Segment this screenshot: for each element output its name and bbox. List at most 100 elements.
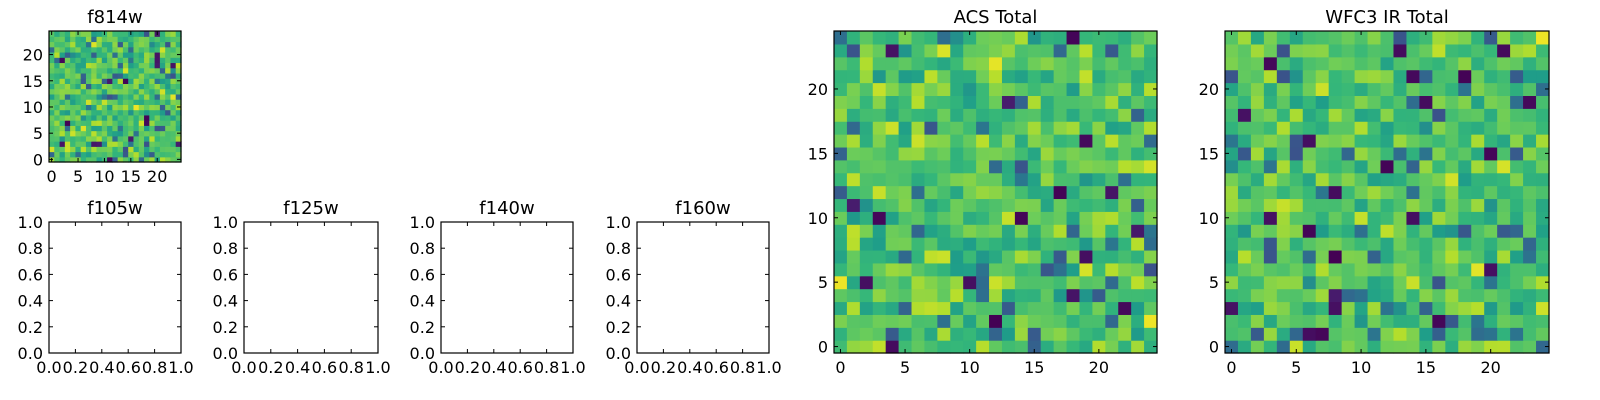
heatmap-cell <box>1263 237 1278 251</box>
heatmap-cell <box>1497 159 1511 174</box>
heatmap-cell <box>1315 185 1330 200</box>
heatmap-cell <box>1237 121 1252 135</box>
heatmap-cell <box>1250 108 1265 122</box>
heatmap-cell <box>1105 95 1119 109</box>
heatmap-cell <box>101 36 108 43</box>
heatmap-cell <box>80 156 87 163</box>
heatmap-cell <box>159 135 166 142</box>
heatmap-cell <box>165 120 172 126</box>
heatmap-cell <box>1027 288 1042 303</box>
heatmap-cell <box>1237 69 1252 84</box>
heatmap-cell <box>1053 185 1068 200</box>
x-tick-label: 10 <box>94 167 114 186</box>
heatmap-cell <box>1302 95 1317 109</box>
heatmap-cell <box>898 69 913 84</box>
heatmap-cell <box>1131 31 1145 45</box>
heatmap-cell <box>1118 108 1132 122</box>
y-tick-label: 0.4 <box>410 292 435 311</box>
heatmap-cell <box>54 135 61 142</box>
heatmap-cell <box>846 31 861 45</box>
heatmap-cell <box>175 41 182 48</box>
heatmap-cell <box>117 36 124 43</box>
heatmap-cell <box>846 340 861 354</box>
heatmap-cell <box>70 36 76 43</box>
heatmap-cell <box>1497 262 1511 277</box>
heatmap-cell <box>1510 211 1524 225</box>
heatmap-cell <box>1105 224 1119 238</box>
heatmap-cell <box>1066 288 1081 303</box>
heatmap-cell <box>885 134 900 148</box>
heatmap-cell <box>54 67 61 74</box>
heatmap-cell <box>1079 340 1093 354</box>
heatmap-cell <box>75 146 82 153</box>
heatmap-cell <box>834 327 848 341</box>
heatmap-cell <box>1471 249 1485 264</box>
heatmap-cell <box>175 46 182 53</box>
heatmap-cell <box>175 135 182 142</box>
heatmap-cell <box>1393 211 1408 225</box>
heatmap-cell <box>1027 275 1042 290</box>
heatmap-cell <box>1497 172 1511 187</box>
heatmap-cell <box>1354 146 1369 161</box>
heatmap-cell <box>1419 185 1433 200</box>
heatmap-cell <box>859 340 874 354</box>
heatmap-cell <box>937 159 951 174</box>
heatmap-cell <box>1406 108 1420 122</box>
heatmap-cell <box>885 314 900 328</box>
heatmap-cell <box>898 82 913 96</box>
heatmap-cell <box>1027 211 1042 225</box>
heatmap-cell <box>846 108 861 122</box>
heatmap-cell <box>1225 275 1239 290</box>
heatmap-cell <box>165 151 172 158</box>
heatmap-cell <box>885 211 900 225</box>
heatmap-cell <box>1131 275 1145 290</box>
heatmap-cell <box>1250 172 1265 187</box>
heatmap-cell <box>1419 275 1433 290</box>
heatmap-cell <box>1250 211 1265 225</box>
heatmap-cell <box>70 109 76 116</box>
heatmap-cell <box>1092 134 1106 148</box>
heatmap-cell <box>1380 275 1395 290</box>
heatmap-cell <box>1014 159 1029 174</box>
heatmap-cell <box>859 249 874 264</box>
heatmap-cell <box>91 120 98 126</box>
heatmap-cell <box>138 83 145 90</box>
heatmap-cell <box>1225 121 1239 135</box>
heatmap-cell <box>898 288 913 303</box>
heatmap-cell <box>1118 198 1132 212</box>
heatmap-cell <box>937 224 951 238</box>
heatmap-cell <box>989 159 1003 174</box>
heatmap-cell <box>1393 69 1408 84</box>
heatmap-cell <box>133 57 140 64</box>
heatmap-cell <box>1040 134 1055 148</box>
heatmap-cell <box>128 93 135 100</box>
heatmap-cell <box>70 120 76 126</box>
heatmap-cell <box>885 159 900 174</box>
heatmap-cell <box>107 41 113 48</box>
heatmap-cell <box>1471 301 1485 315</box>
heatmap-cell <box>1536 211 1550 225</box>
heatmap-cell <box>1263 301 1278 315</box>
heatmap-cell <box>1354 121 1369 135</box>
heatmap-cell <box>950 275 964 290</box>
heatmap-cell <box>80 31 87 37</box>
heatmap-cell <box>70 83 76 90</box>
heatmap-cell <box>898 121 913 135</box>
heatmap-cell <box>1315 134 1330 148</box>
heatmap-cell <box>175 62 182 69</box>
heatmap-cell <box>1458 211 1472 225</box>
x-tick-label: 0.0 <box>231 358 256 377</box>
heatmap-cell <box>976 159 990 174</box>
heatmap-cell <box>1289 211 1304 225</box>
heatmap-cell <box>149 88 156 95</box>
heatmap-cell <box>149 36 156 43</box>
heatmap-cell <box>859 185 874 200</box>
heatmap-cell <box>1144 82 1158 96</box>
heatmap-cell <box>989 327 1003 341</box>
heatmap-cell <box>1328 146 1343 161</box>
heatmap-cell <box>1289 95 1304 109</box>
heatmap-cell <box>1040 249 1055 264</box>
heatmap-cell <box>1027 237 1042 251</box>
heatmap-cell <box>117 78 124 84</box>
heatmap-cell <box>165 135 172 142</box>
